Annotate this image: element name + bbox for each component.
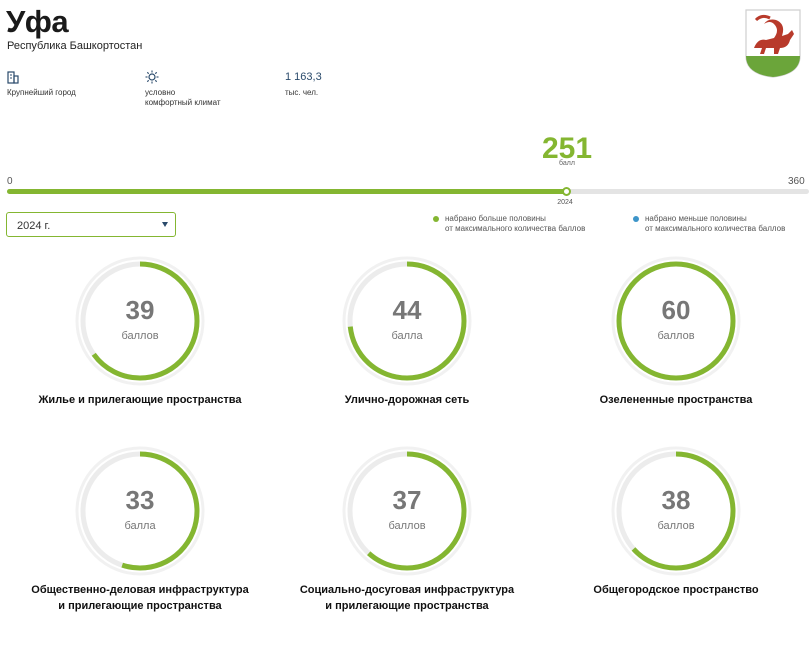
legend-label: набрано больше половины xyxy=(445,214,546,223)
category-label-line: Общественно-деловая инфраструктура xyxy=(31,584,249,596)
category-label: Улично-дорожная сеть xyxy=(272,392,542,408)
category-label-line: и прилегающие пространства xyxy=(58,600,222,612)
category-label-line: Озелененные пространства xyxy=(599,394,753,406)
legend-item-below-half: набрано меньше половины от максимального… xyxy=(633,214,809,234)
fact-label: условно xyxy=(145,88,176,97)
score-progress-fill xyxy=(7,189,566,194)
category-label-line: и прилегающие пространства xyxy=(325,600,489,612)
category-score: 39 xyxy=(125,295,155,325)
population-value: 1 163,3 xyxy=(285,71,322,83)
gauge-arc xyxy=(80,261,200,381)
city-title: Уфа xyxy=(6,4,69,39)
category-gauge: 37 баллов xyxy=(342,446,472,576)
category-score-unit: балла xyxy=(391,330,423,342)
fact-label: Крупнейший город xyxy=(7,88,76,97)
category-gauge: 33 балла xyxy=(75,446,205,576)
category-label: Общегородское пространство xyxy=(541,582,811,598)
gauge-background xyxy=(75,446,205,576)
coat-of-arms xyxy=(744,8,802,78)
category-score-unit: баллов xyxy=(657,330,695,342)
legend-label: от максимального количества баллов xyxy=(445,224,586,233)
category-label: Социально-досуговая инфраструктура и прил… xyxy=(272,582,542,614)
gauge-background xyxy=(611,256,741,386)
score-progress-marker[interactable] xyxy=(562,187,571,196)
category-score-unit: баллов xyxy=(121,330,159,342)
legend-dot-green xyxy=(433,216,439,222)
population-unit: тыс. чел. xyxy=(285,88,319,97)
gauge-ring xyxy=(611,446,741,576)
gauge-background xyxy=(75,256,205,386)
scale-max: 360 xyxy=(788,176,805,187)
category-gauge: 39 баллов xyxy=(75,256,205,386)
gauge-ring xyxy=(75,446,205,576)
fact-population: 1 163,3 тыс. чел. xyxy=(285,72,322,98)
category-gauge: 38 баллов xyxy=(611,446,741,576)
year-select-value: 2024 г. xyxy=(17,220,51,232)
legend-item-above-half: набрано больше половины от максимального… xyxy=(433,214,623,234)
category-label-line: Социально-досуговая инфраструктура xyxy=(299,584,515,596)
category-label: Жилье и прилегающие пространства xyxy=(5,392,275,408)
legend-label: от максимального количества баллов xyxy=(645,224,786,233)
gauge-arc xyxy=(347,261,467,381)
gauge-background xyxy=(611,446,741,576)
year-select[interactable]: 2024 г. xyxy=(6,212,176,237)
category-label-line: Улично-дорожная сеть xyxy=(344,394,470,406)
category-label-line: Жилье и прилегающие пространства xyxy=(38,394,242,406)
gauge-arc xyxy=(80,451,200,571)
gauge-arc xyxy=(616,451,736,571)
scale-min: 0 xyxy=(7,176,13,187)
fact-city-size: Крупнейший город xyxy=(7,70,76,98)
category-score: 33 xyxy=(125,485,155,515)
total-score: 251 xyxy=(541,132,593,165)
category-label: Общественно-деловая инфраструктура и прил… xyxy=(5,582,275,614)
legend-label: набрано меньше половины xyxy=(645,214,747,223)
category-score: 44 xyxy=(392,295,422,325)
category-score-unit: баллов xyxy=(388,520,426,532)
building-icon xyxy=(7,70,76,84)
score-year-label: 2024 xyxy=(557,199,573,206)
category-score-unit: баллов xyxy=(657,520,695,532)
category-score-unit: балла xyxy=(124,520,156,532)
gauge-ring xyxy=(75,256,205,386)
category-score: 60 xyxy=(661,295,691,325)
gauge-background xyxy=(342,256,472,386)
score-progress-bar xyxy=(7,187,809,196)
gauge-arc xyxy=(616,261,736,381)
category-score: 37 xyxy=(392,485,422,515)
total-score-unit: балл xyxy=(559,160,575,167)
legend-dot-blue xyxy=(633,216,639,222)
gauge-ring xyxy=(611,256,741,386)
fact-label: комфортный климат xyxy=(145,98,221,107)
category-label-line: Общегородское пространство xyxy=(593,584,759,596)
gauge-ring xyxy=(342,256,472,386)
category-gauge: 60 баллов xyxy=(611,256,741,386)
category-gauge: 44 балла xyxy=(342,256,472,386)
category-score: 38 xyxy=(661,485,691,515)
fact-climate: условно комфортный климат xyxy=(145,70,221,108)
sun-icon xyxy=(145,70,221,84)
chevron-down-icon xyxy=(162,222,168,227)
gauge-background xyxy=(342,446,472,576)
category-label: Озелененные пространства xyxy=(541,392,811,408)
gauge-ring xyxy=(342,446,472,576)
gauge-arc xyxy=(347,451,467,571)
region-name: Республика Башкортостан xyxy=(7,40,143,52)
